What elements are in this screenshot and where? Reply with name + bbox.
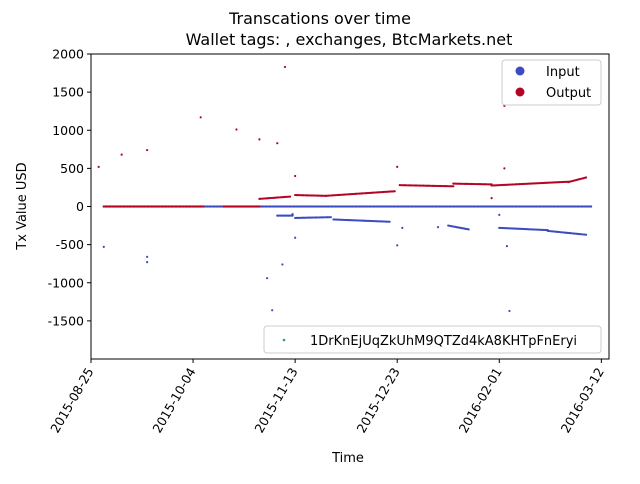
- y-tick-label: -500: [56, 237, 84, 252]
- chart-subtitle: Wallet tags: , exchanges, BtcMarkets.net: [186, 30, 513, 49]
- y-axis-ticks: -1500 -1000 -500 0 500 1000 1500 2000: [48, 47, 91, 328]
- input-point: [498, 213, 501, 216]
- output-point: [393, 190, 396, 193]
- output-point: [199, 116, 202, 119]
- chart-title: Transcations over time: [228, 9, 411, 28]
- input-point: [265, 277, 269, 280]
- data-marks: [97, 65, 593, 313]
- address-legend-box: [263, 325, 602, 354]
- output-point: [288, 195, 292, 198]
- y-tick-label: 1000: [52, 123, 84, 138]
- input-point: [508, 309, 511, 313]
- input-point: [271, 309, 274, 312]
- output-point: [396, 165, 399, 168]
- input-point: [294, 236, 297, 239]
- output-point: [452, 185, 455, 188]
- y-tick-label: 1500: [52, 85, 84, 100]
- output-point: [503, 167, 506, 170]
- legend-input-label: Input: [546, 65, 580, 80]
- legend-output-label: Output: [546, 86, 591, 101]
- y-tick-label: 500: [60, 161, 84, 176]
- y-tick-label: -1000: [48, 275, 84, 290]
- input-point: [401, 226, 404, 229]
- input-point: [467, 228, 470, 231]
- input-point: [102, 245, 105, 249]
- output-point: [283, 65, 287, 69]
- x-axis-label: Time: [331, 451, 364, 466]
- output-point: [235, 128, 238, 131]
- output-point: [276, 142, 279, 145]
- address-legend: 1DrKnEjUqZkUhM9QTZd4kA8KHTpFnEryi: [263, 325, 602, 354]
- output-point: [258, 205, 261, 208]
- output-point: [490, 197, 493, 200]
- input-point: [291, 214, 294, 217]
- output-point: [146, 148, 149, 152]
- input-point: [436, 225, 440, 229]
- output-point: [97, 165, 100, 168]
- output-point: [294, 174, 297, 178]
- input-point: [146, 261, 149, 264]
- legend-box: [501, 59, 602, 106]
- input-point: [584, 233, 588, 236]
- input-point: [388, 220, 391, 223]
- legend: Input Output: [501, 59, 602, 106]
- output-point: [584, 176, 588, 179]
- input-point: [281, 263, 284, 266]
- output-point: [258, 138, 261, 141]
- address-legend-label: 1DrKnEjUqZkUhM9QTZd4kA8KHTpFnEryi: [310, 334, 577, 349]
- input-point: [396, 244, 399, 247]
- output-point: [202, 205, 205, 208]
- input-point: [146, 255, 149, 258]
- y-tick-label: 0: [76, 199, 84, 214]
- output-point: [120, 153, 123, 156]
- y-axis-label: Tx Value USD: [15, 162, 30, 250]
- legend-input-marker: [515, 66, 525, 76]
- legend-output-marker: [515, 87, 525, 97]
- input-point: [291, 213, 294, 216]
- y-tick-label: -1500: [48, 313, 84, 328]
- input-point: [590, 205, 593, 208]
- input-point: [329, 216, 332, 219]
- y-tick-label: 2000: [52, 47, 84, 62]
- address-legend-marker: [282, 338, 286, 342]
- input-point: [505, 245, 509, 248]
